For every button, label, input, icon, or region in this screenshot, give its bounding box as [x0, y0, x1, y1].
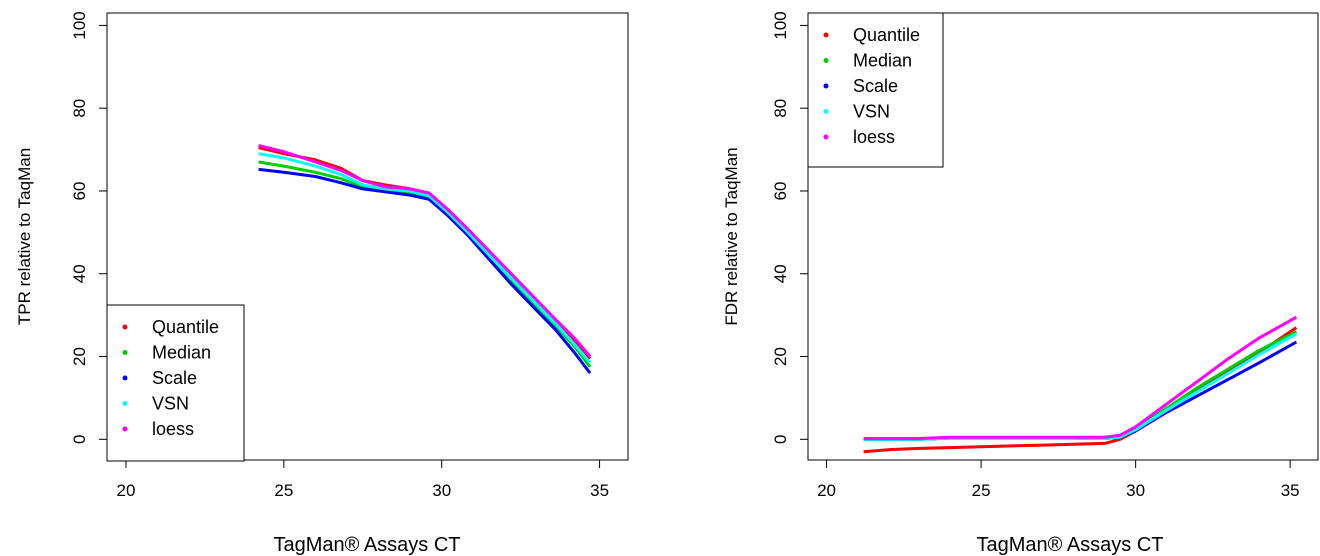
y-tick-label: 80 — [771, 99, 790, 118]
x-tick-label: 30 — [1126, 481, 1145, 500]
y-axis-label: FDR relative to TaqMan — [722, 147, 741, 325]
legend-marker-loess — [823, 134, 829, 140]
y-tick-label: 20 — [771, 347, 790, 366]
x-tick-label: 25 — [274, 481, 293, 500]
x-axis-label: TagMan® Assays CT — [976, 534, 1163, 556]
legend-marker-scale — [122, 375, 128, 381]
y-tick-label: 0 — [771, 435, 790, 444]
legend-marker-median — [122, 350, 128, 355]
series-line-vsn — [863, 332, 1298, 441]
y-tick-label: 20 — [70, 347, 89, 366]
fdr-chart: 20 25 30 35 0 20 40 60 80 100 TagMan® Assays CT FDR… — [722, 11, 1319, 556]
y-tick-label: 100 — [771, 11, 790, 39]
legend-marker-quantile — [122, 324, 128, 330]
legend-label: Quantile — [152, 317, 219, 337]
legend-label: Quantile — [853, 25, 920, 45]
x-tick-label: 20 — [116, 481, 135, 500]
legend-marker-median — [823, 58, 829, 63]
legend-label: Median — [152, 343, 211, 363]
y-tick-label: 100 — [70, 11, 89, 39]
x-tick-label: 20 — [817, 481, 836, 500]
legend-marker-vsn — [122, 401, 128, 406]
series-line-median — [863, 330, 1298, 441]
plot-frame — [106, 12, 629, 461]
legend-label: Scale — [152, 368, 197, 388]
legend-box — [106, 304, 245, 462]
legend-marker-loess — [122, 426, 128, 432]
y-tick-label: 40 — [70, 264, 89, 283]
legend-marker-scale — [823, 83, 829, 89]
legend-marker-quantile — [823, 32, 829, 38]
series-line-quantile — [863, 326, 1298, 454]
legend-label: Median — [853, 51, 912, 71]
tpr-chart: 20 25 30 35 0 20 40 60 80 100 TagMan® Assays CT TPR… — [15, 11, 629, 556]
y-tick-label: 0 — [70, 435, 89, 444]
series-line-loess — [258, 143, 592, 358]
legend-label: VSN — [853, 102, 890, 122]
x-axis-label: TagMan® Assays CT — [273, 534, 460, 556]
legend-marker-vsn — [823, 109, 829, 114]
y-tick-label: 80 — [70, 99, 89, 118]
legend-box — [807, 12, 944, 168]
x-tick-label: 35 — [1281, 481, 1300, 500]
x-tick-label: 25 — [972, 481, 991, 500]
x-tick-label: 35 — [590, 481, 609, 500]
y-tick-label: 40 — [771, 264, 790, 283]
y-axis-label: TPR relative to TaqMan — [15, 148, 34, 325]
legend-label: Scale — [853, 76, 898, 96]
x-tick-label: 30 — [432, 481, 451, 500]
plot-frame — [807, 12, 1319, 461]
y-tick-label: 60 — [70, 182, 89, 201]
legend-label: loess — [853, 127, 895, 147]
series-line-quantile — [258, 146, 592, 360]
y-tick-label: 60 — [771, 182, 790, 201]
series-line-vsn — [258, 152, 592, 364]
series-line-scale — [258, 167, 592, 375]
legend-label: VSN — [152, 394, 189, 414]
legend-label: loess — [152, 419, 194, 439]
series-line-loess — [863, 315, 1298, 440]
